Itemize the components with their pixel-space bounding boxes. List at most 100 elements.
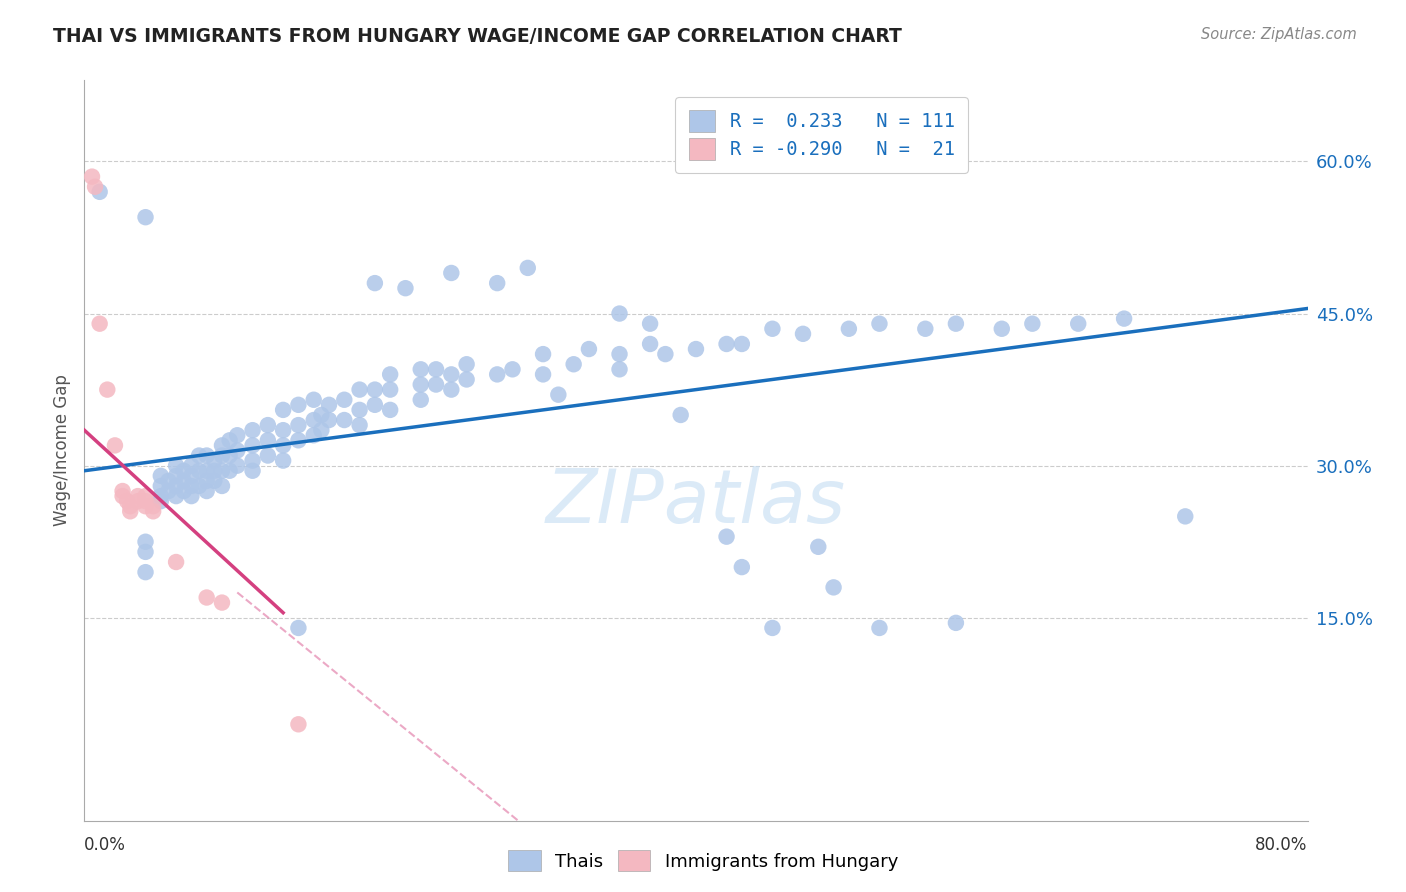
Point [409, 362, 432, 376]
Point [609, 362, 631, 376]
Point [135, 494, 157, 508]
Point [731, 560, 754, 574]
Point [380, 403, 402, 417]
Point [257, 418, 280, 433]
Point [135, 489, 157, 503]
Point [456, 357, 478, 371]
Point [104, 438, 127, 452]
Point [761, 621, 783, 635]
Point [287, 621, 309, 635]
Text: Source: ZipAtlas.com: Source: ZipAtlas.com [1201, 27, 1357, 42]
Point [516, 260, 538, 275]
Point [149, 468, 172, 483]
Point [409, 392, 432, 407]
Point [654, 347, 676, 361]
Point [115, 494, 138, 508]
Point [202, 453, 225, 467]
Point [80, 169, 103, 184]
Point [669, 408, 692, 422]
Point [188, 464, 211, 478]
Point [364, 398, 387, 412]
Point [685, 342, 707, 356]
Point [149, 494, 172, 508]
Point [486, 368, 509, 382]
Point [838, 322, 860, 336]
Point [142, 504, 165, 518]
Point [165, 479, 187, 493]
Point [180, 479, 202, 493]
Point [380, 383, 402, 397]
Point [869, 317, 891, 331]
Point [211, 464, 233, 478]
Point [578, 342, 600, 356]
Point [165, 458, 187, 473]
Point [311, 423, 333, 437]
Point [1174, 509, 1197, 524]
Point [218, 434, 240, 448]
Point [349, 383, 371, 397]
Point [89, 185, 111, 199]
Point [211, 449, 233, 463]
Point [333, 392, 356, 407]
Point [302, 392, 325, 407]
Point [257, 449, 280, 463]
Point [135, 500, 157, 514]
Point [165, 555, 187, 569]
Point [135, 565, 157, 579]
Point [180, 458, 202, 473]
Point [157, 474, 180, 488]
Text: 80.0%: 80.0% [1256, 836, 1308, 854]
Point [287, 434, 309, 448]
Text: THAI VS IMMIGRANTS FROM HUNGARY WAGE/INCOME GAP CORRELATION CHART: THAI VS IMMIGRANTS FROM HUNGARY WAGE/INC… [53, 27, 903, 45]
Point [333, 413, 356, 427]
Point [440, 368, 463, 382]
Point [84, 179, 107, 194]
Point [218, 464, 240, 478]
Point [311, 408, 333, 422]
Point [226, 458, 249, 473]
Point [914, 322, 936, 336]
Point [638, 337, 661, 351]
Point [394, 281, 416, 295]
Point [173, 483, 195, 498]
Point [188, 479, 211, 493]
Point [287, 717, 309, 731]
Point [111, 483, 134, 498]
Point [547, 387, 569, 401]
Point [318, 398, 340, 412]
Point [425, 362, 447, 376]
Point [302, 413, 325, 427]
Point [807, 540, 830, 554]
Point [349, 418, 371, 433]
Point [165, 489, 187, 503]
Point [1067, 317, 1090, 331]
Point [226, 443, 249, 458]
Point [142, 500, 165, 514]
Point [149, 489, 172, 503]
Point [202, 464, 225, 478]
Point [242, 464, 264, 478]
Point [135, 545, 157, 559]
Point [792, 326, 814, 341]
Point [165, 468, 187, 483]
Point [716, 337, 738, 351]
Point [1021, 317, 1043, 331]
Point [502, 362, 524, 376]
Point [218, 449, 240, 463]
Point [195, 474, 218, 488]
Point [242, 453, 264, 467]
Point [111, 489, 134, 503]
Text: 0.0%: 0.0% [84, 836, 127, 854]
Point [318, 413, 340, 427]
Point [271, 423, 294, 437]
Point [173, 464, 195, 478]
Point [188, 449, 211, 463]
Point [531, 368, 554, 382]
Point [202, 474, 225, 488]
Point [242, 438, 264, 452]
Legend: R =  0.233   N = 111, R = -0.290   N =  21: R = 0.233 N = 111, R = -0.290 N = 21 [675, 97, 967, 173]
Point [226, 428, 249, 442]
Point [195, 591, 218, 605]
Point [562, 357, 585, 371]
Point [731, 337, 754, 351]
